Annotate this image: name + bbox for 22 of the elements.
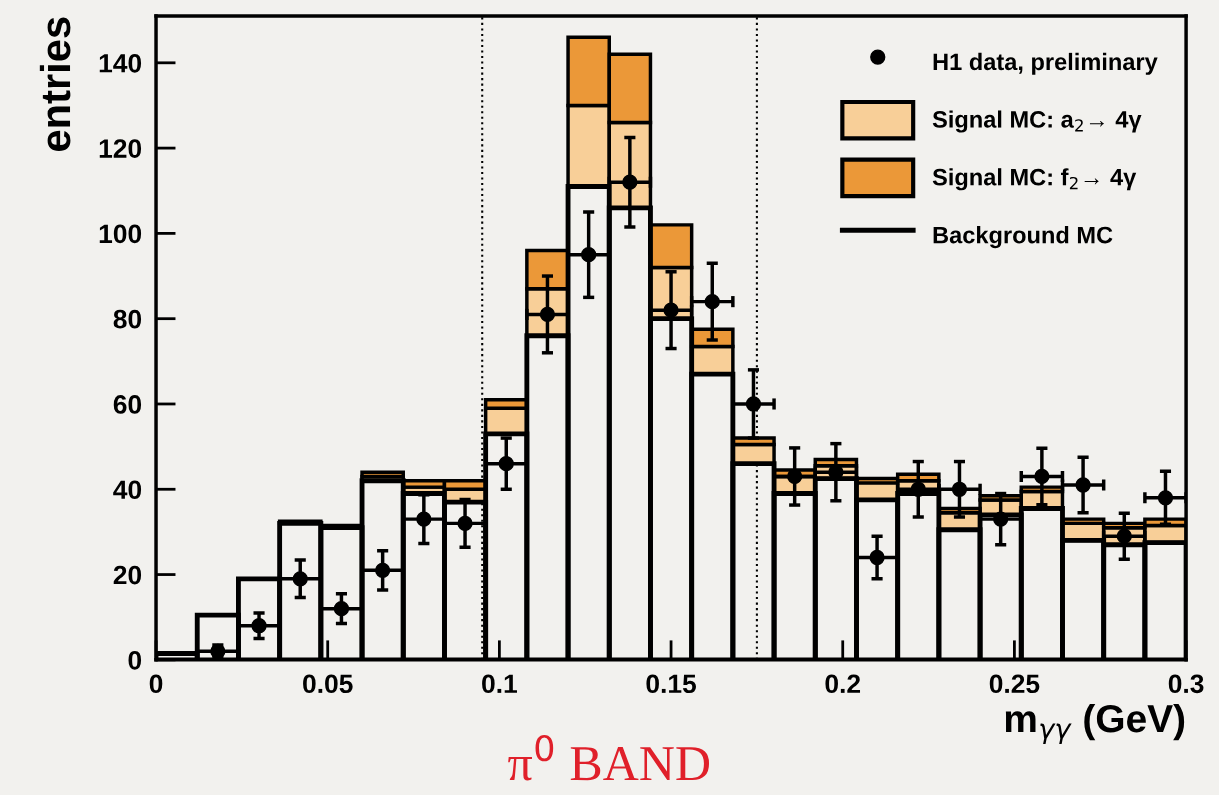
legend-label: H1 data, preliminary [933, 52, 1158, 75]
x-tick-label: 0.05 [303, 674, 353, 694]
text: π$^{0}$ BAND [508, 734, 710, 781]
y-tick-label: 20 [113, 565, 142, 585]
y-tick-label: 60 [113, 395, 142, 414]
y-axis-title: entries [39, 17, 71, 151]
legend-label: Signal MC: a$_{2}$→ 4γ [932, 110, 1142, 133]
x-tick-label: 0.2 [825, 674, 861, 694]
y-tick-label: 120 [99, 139, 142, 158]
y-tick-label: 0 [128, 650, 142, 670]
x-tick-label: 0.3 [1168, 674, 1204, 694]
y-tick-label: 80 [113, 309, 142, 329]
x-tick-label: 0.25 [989, 674, 1040, 694]
legend-label: Background MC [933, 226, 1113, 249]
x-tick-label: 0.1 [482, 674, 517, 694]
y-tick-label: 100 [99, 224, 142, 244]
x-axis-title: m$_{γγ}$ (GeV) [1005, 703, 1185, 745]
x-tick-label: 0.15 [646, 674, 697, 694]
x-tick-label: 0 [149, 674, 163, 694]
y-tick-label: 40 [113, 480, 142, 500]
y-tick-label: 140 [99, 53, 142, 73]
legend-label: Signal MC: f$_{2}$→ 4γ [932, 168, 1137, 191]
